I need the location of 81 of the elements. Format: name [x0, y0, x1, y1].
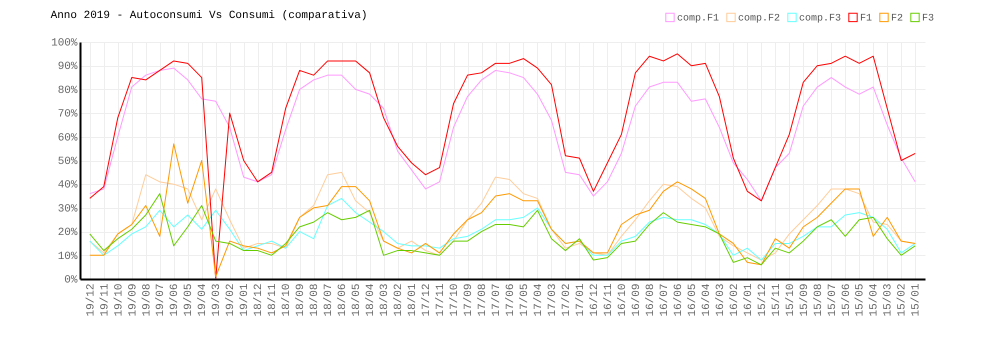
y-tick-label: 100% — [51, 38, 78, 50]
x-tick-label: 17/03 — [546, 284, 559, 317]
x-tick-label: 19/09 — [127, 284, 140, 317]
x-tick-label: 17/10 — [449, 284, 462, 317]
x-tick-label: 17/12 — [421, 284, 434, 317]
line-series — [89, 143, 916, 278]
x-tick-label: 18/01 — [407, 283, 420, 317]
legend-label: F3 — [922, 13, 934, 24]
x-tick-label: 15/02 — [896, 284, 909, 317]
x-tick-label: 18/10 — [281, 284, 294, 317]
x-tick-label: 15/06 — [840, 284, 853, 317]
x-tick-label: 17/06 — [504, 284, 517, 317]
line-series — [89, 53, 916, 279]
x-tick-label: 15/08 — [812, 284, 825, 317]
x-tick-label: 16/04 — [700, 283, 713, 317]
x-tick-label: 18/06 — [337, 284, 350, 317]
legend-label: comp.F3 — [799, 13, 842, 24]
line-series — [89, 68, 916, 202]
x-tick-label: 19/10 — [113, 284, 126, 317]
y-tick-label: 0% — [64, 274, 78, 286]
x-tick-label: 16/01 — [742, 283, 755, 317]
x-tick-label: 18/07 — [323, 284, 336, 317]
x-tick-label: 15/11 — [770, 283, 783, 317]
x-tick-label: 18/02 — [393, 284, 406, 317]
x-tick-label: 17/05 — [518, 284, 531, 317]
y-tick-label: 20% — [58, 227, 78, 240]
x-tick-label: 15/09 — [798, 284, 811, 317]
x-tick-label: 17/09 — [463, 284, 476, 317]
x-tick-label: 17/01 — [574, 283, 587, 317]
x-tick-label: 17/07 — [491, 284, 504, 317]
x-tick-label: 15/12 — [756, 284, 769, 317]
x-tick-label: 16/05 — [686, 284, 699, 317]
x-tick-label: 17/11 — [435, 283, 448, 317]
x-tick-label: 18/09 — [295, 284, 308, 317]
x-tick-label: 15/04 — [868, 283, 881, 317]
x-tick-label: 18/08 — [309, 284, 322, 317]
x-tick-label: 19/05 — [183, 284, 196, 317]
x-tick-label: 16/09 — [630, 284, 643, 317]
legend-label: comp.F1 — [677, 13, 720, 24]
y-tick-label: 60% — [58, 132, 78, 144]
y-tick-label: 80% — [58, 84, 78, 97]
y-tick-label: 70% — [58, 108, 78, 121]
legend-label: comp.F2 — [738, 13, 780, 24]
y-tick-label: 10% — [58, 250, 78, 263]
x-tick-label: 17/04 — [532, 283, 545, 317]
x-tick-label: 19/03 — [211, 284, 224, 317]
x-tick-label: 18/03 — [379, 284, 392, 317]
x-tick-label: 15/01 — [910, 283, 923, 317]
x-tick-label: 16/06 — [672, 284, 685, 317]
x-tick-label: 15/10 — [784, 284, 797, 317]
x-tick-label: 19/08 — [141, 284, 154, 317]
x-tick-label: 16/02 — [728, 284, 741, 317]
x-tick-label: 18/12 — [253, 284, 266, 317]
x-tick-label: 16/12 — [588, 284, 601, 317]
y-tick-label: 90% — [58, 61, 78, 74]
x-tick-label: 19/07 — [155, 284, 168, 317]
x-tick-label: 15/05 — [854, 284, 867, 317]
x-tick-label: 17/08 — [477, 284, 490, 317]
x-tick-label: 15/03 — [882, 284, 895, 317]
y-tick-label: 50% — [58, 156, 78, 168]
x-tick-label: 19/01 — [239, 283, 252, 317]
x-tick-label: 16/10 — [616, 284, 629, 317]
x-tick-label: 17/02 — [560, 284, 573, 317]
legend-label: F2 — [891, 13, 904, 24]
x-tick-label: 15/07 — [826, 284, 839, 317]
x-tick-label: 18/04 — [365, 283, 378, 317]
x-tick-label: 16/03 — [714, 284, 727, 317]
x-tick-label: 16/11 — [602, 283, 615, 317]
x-tick-label: 16/07 — [658, 284, 671, 317]
legend-label: F1 — [860, 13, 872, 24]
x-tick-label: 18/05 — [351, 284, 364, 317]
x-tick-label: 16/08 — [644, 284, 657, 317]
chart-title: Anno 2019 - Autoconsumi Vs Consumi (comparativa) — [50, 10, 368, 22]
y-tick-label: 40% — [58, 180, 78, 192]
x-tick-label: 18/11 — [267, 283, 280, 317]
x-tick-label: 19/04 — [197, 283, 210, 317]
y-tick-label: 30% — [58, 203, 78, 216]
x-tick-label: 19/02 — [225, 284, 238, 317]
x-tick-label: 19/06 — [169, 284, 182, 317]
x-tick-label: 19/12 — [85, 284, 98, 317]
x-tick-label: 19/11 — [99, 283, 112, 317]
